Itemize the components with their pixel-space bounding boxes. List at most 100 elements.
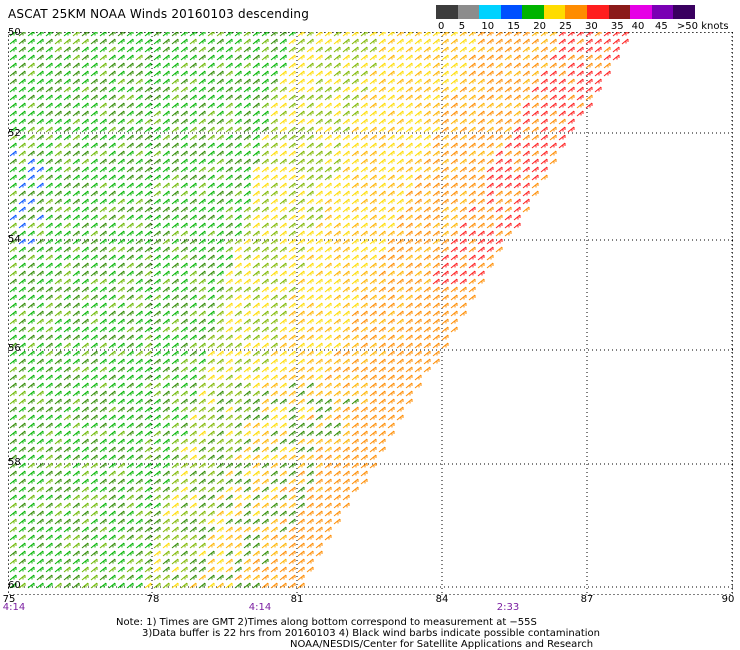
wind-barb (378, 206, 386, 213)
wind-barb (495, 78, 503, 85)
wind-barb (234, 334, 242, 341)
wind-barb (45, 166, 53, 173)
wind-barb (486, 94, 494, 101)
wind-barb (369, 46, 377, 53)
wind-barb (189, 502, 197, 509)
wind-barb (342, 110, 350, 117)
wind-barb (261, 102, 269, 109)
wind-barb (144, 78, 152, 85)
wind-barb (45, 446, 53, 453)
wind-barb (342, 262, 350, 269)
wind-barb (279, 462, 287, 469)
wind-barb (45, 302, 53, 309)
wind-barb (279, 158, 287, 165)
wind-barb (441, 110, 449, 117)
wind-barb (432, 118, 440, 125)
wind-barb (504, 174, 512, 181)
wind-barb (306, 502, 314, 509)
wind-barb (126, 126, 134, 133)
wind-barb (387, 326, 395, 333)
wind-barb (333, 494, 341, 501)
wind-barb (153, 334, 161, 341)
wind-barb (81, 550, 89, 557)
wind-barb (36, 270, 44, 277)
wind-barb (153, 246, 161, 253)
wind-barb (54, 390, 62, 397)
wind-barb (378, 382, 386, 389)
wind-barb (405, 38, 413, 45)
wind-barb (72, 158, 80, 165)
wind-barb (153, 62, 161, 69)
wind-barb (279, 262, 287, 269)
wind-barb (216, 110, 224, 117)
wind-barb (72, 238, 80, 245)
wind-barb (324, 382, 332, 389)
wind-barb (459, 246, 467, 253)
wind-barb (279, 238, 287, 245)
wind-barb (36, 518, 44, 525)
wind-barb (180, 166, 188, 173)
wind-barb (513, 94, 521, 101)
wind-barb (153, 222, 161, 229)
wind-barb (270, 78, 278, 85)
wind-barb (126, 582, 134, 589)
wind-barb (117, 582, 125, 589)
wind-barb (459, 134, 467, 141)
wind-barb (126, 134, 134, 141)
wind-barb (270, 382, 278, 389)
wind-barb (153, 550, 161, 557)
wind-barb (54, 198, 62, 205)
wind-barb (279, 302, 287, 309)
wind-barb (414, 318, 422, 325)
wind-barb (36, 190, 44, 197)
wind-barb (252, 526, 260, 533)
wind-barb (504, 142, 512, 149)
wind-barb (198, 262, 206, 269)
wind-barb (162, 566, 170, 573)
wind-barb (207, 78, 215, 85)
wind-barb (225, 558, 233, 565)
wind-barb (315, 70, 323, 77)
wind-barb (540, 158, 548, 165)
wind-barb (243, 382, 251, 389)
wind-barb (198, 182, 206, 189)
wind-barb (486, 110, 494, 117)
wind-barb (207, 246, 215, 253)
legend-swatch (479, 5, 501, 19)
wind-barb (198, 478, 206, 485)
wind-barb (9, 222, 17, 229)
wind-barb (108, 246, 116, 253)
wind-barb (126, 32, 134, 37)
wind-barb (207, 182, 215, 189)
wind-barb (486, 230, 494, 237)
wind-barb (99, 430, 107, 437)
wind-barb (288, 254, 296, 261)
wind-barb (36, 62, 44, 69)
wind-barb (63, 454, 71, 461)
wind-barb (288, 582, 296, 589)
wind-barb (450, 214, 458, 221)
wind-barb (315, 430, 323, 437)
wind-barb (81, 366, 89, 373)
wind-barb (297, 358, 305, 365)
wind-barb (441, 310, 449, 317)
wind-barb (351, 358, 359, 365)
wind-barb (63, 350, 71, 357)
wind-barb (171, 526, 179, 533)
wind-barb (369, 446, 377, 453)
wind-barb (189, 582, 197, 589)
wind-barb (243, 198, 251, 205)
wind-barb (351, 110, 359, 117)
wind-barb (387, 334, 395, 341)
wind-barb (207, 278, 215, 285)
wind-barb (468, 118, 476, 125)
wind-barb (279, 118, 287, 125)
wind-barb (144, 454, 152, 461)
wind-barb (306, 422, 314, 429)
wind-barb (234, 470, 242, 477)
wind-barb (558, 142, 566, 149)
wind-barb (441, 62, 449, 69)
wind-barb (207, 374, 215, 381)
wind-barb (117, 166, 125, 173)
wind-barb (126, 198, 134, 205)
